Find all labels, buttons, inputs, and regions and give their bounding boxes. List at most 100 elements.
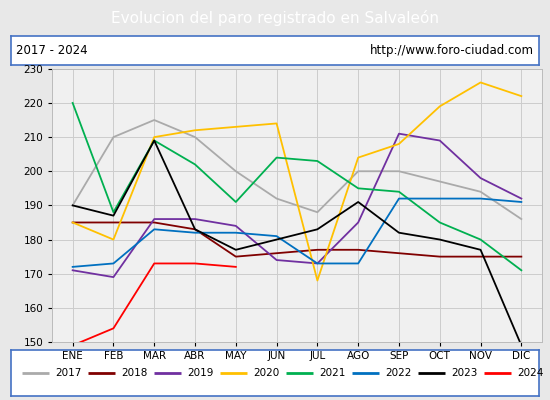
Text: http://www.foro-ciudad.com: http://www.foro-ciudad.com xyxy=(370,44,534,57)
2017 xyxy=(69,203,76,208)
2023 xyxy=(273,237,280,242)
2024 xyxy=(151,261,157,266)
2017 xyxy=(437,179,443,184)
2020 xyxy=(314,278,321,283)
2021 xyxy=(355,186,361,191)
2023 xyxy=(437,237,443,242)
2023 xyxy=(355,200,361,204)
2021 xyxy=(477,237,484,242)
Text: 2024: 2024 xyxy=(518,368,544,378)
Text: 2021: 2021 xyxy=(320,368,346,378)
Text: Evolucion del paro registrado en Salvaleón: Evolucion del paro registrado en Salvale… xyxy=(111,10,439,26)
2018 xyxy=(437,254,443,259)
2024 xyxy=(192,261,199,266)
2023 xyxy=(314,227,321,232)
2020 xyxy=(233,124,239,129)
2017 xyxy=(355,169,361,174)
2021 xyxy=(273,155,280,160)
2019 xyxy=(518,196,525,201)
2022 xyxy=(314,261,321,266)
2020 xyxy=(518,94,525,98)
Text: 2023: 2023 xyxy=(452,368,478,378)
Line: 2020: 2020 xyxy=(73,82,521,280)
2023 xyxy=(395,230,402,235)
Text: 2017 - 2024: 2017 - 2024 xyxy=(16,44,88,57)
Text: 2020: 2020 xyxy=(254,368,280,378)
2022 xyxy=(69,264,76,269)
2023 xyxy=(477,247,484,252)
2017 xyxy=(192,135,199,140)
2019 xyxy=(273,258,280,262)
2020 xyxy=(477,80,484,85)
2023 xyxy=(110,213,117,218)
2020 xyxy=(69,220,76,225)
2021 xyxy=(233,200,239,204)
2019 xyxy=(233,224,239,228)
2022 xyxy=(192,230,199,235)
2019 xyxy=(477,176,484,180)
Line: 2018: 2018 xyxy=(73,222,521,257)
Text: 2018: 2018 xyxy=(122,368,148,378)
2018 xyxy=(314,247,321,252)
2022 xyxy=(110,261,117,266)
Line: 2017: 2017 xyxy=(73,120,521,219)
2020 xyxy=(192,128,199,133)
2023 xyxy=(192,227,199,232)
2017 xyxy=(233,169,239,174)
2023 xyxy=(518,343,525,348)
Line: 2022: 2022 xyxy=(73,198,521,267)
2020 xyxy=(395,142,402,146)
2023 xyxy=(151,138,157,143)
2018 xyxy=(151,220,157,225)
2024 xyxy=(69,343,76,348)
2022 xyxy=(233,230,239,235)
2019 xyxy=(395,131,402,136)
2019 xyxy=(355,220,361,225)
Line: 2021: 2021 xyxy=(73,103,521,270)
2017 xyxy=(518,217,525,222)
2020 xyxy=(273,121,280,126)
2019 xyxy=(192,217,199,222)
2017 xyxy=(314,210,321,215)
2019 xyxy=(69,268,76,273)
2024 xyxy=(233,264,239,269)
2020 xyxy=(151,135,157,140)
2017 xyxy=(477,189,484,194)
2022 xyxy=(518,200,525,204)
2019 xyxy=(437,138,443,143)
2021 xyxy=(395,189,402,194)
2024 xyxy=(110,326,117,331)
2021 xyxy=(110,210,117,215)
2022 xyxy=(355,261,361,266)
2017 xyxy=(151,118,157,122)
2023 xyxy=(69,203,76,208)
2022 xyxy=(477,196,484,201)
2021 xyxy=(69,100,76,105)
2018 xyxy=(477,254,484,259)
2021 xyxy=(192,162,199,167)
Text: 2017: 2017 xyxy=(56,368,82,378)
2018 xyxy=(273,251,280,256)
2018 xyxy=(395,251,402,256)
2018 xyxy=(355,247,361,252)
Line: 2019: 2019 xyxy=(73,134,521,277)
2018 xyxy=(233,254,239,259)
2019 xyxy=(314,261,321,266)
2022 xyxy=(273,234,280,238)
2019 xyxy=(151,217,157,222)
2022 xyxy=(437,196,443,201)
Text: 2022: 2022 xyxy=(386,368,412,378)
2022 xyxy=(395,196,402,201)
2021 xyxy=(518,268,525,273)
2021 xyxy=(151,138,157,143)
2017 xyxy=(395,169,402,174)
2017 xyxy=(273,196,280,201)
2020 xyxy=(110,237,117,242)
Line: 2024: 2024 xyxy=(73,264,236,346)
2018 xyxy=(518,254,525,259)
2018 xyxy=(69,220,76,225)
2021 xyxy=(437,220,443,225)
2018 xyxy=(110,220,117,225)
2020 xyxy=(437,104,443,109)
2022 xyxy=(151,227,157,232)
